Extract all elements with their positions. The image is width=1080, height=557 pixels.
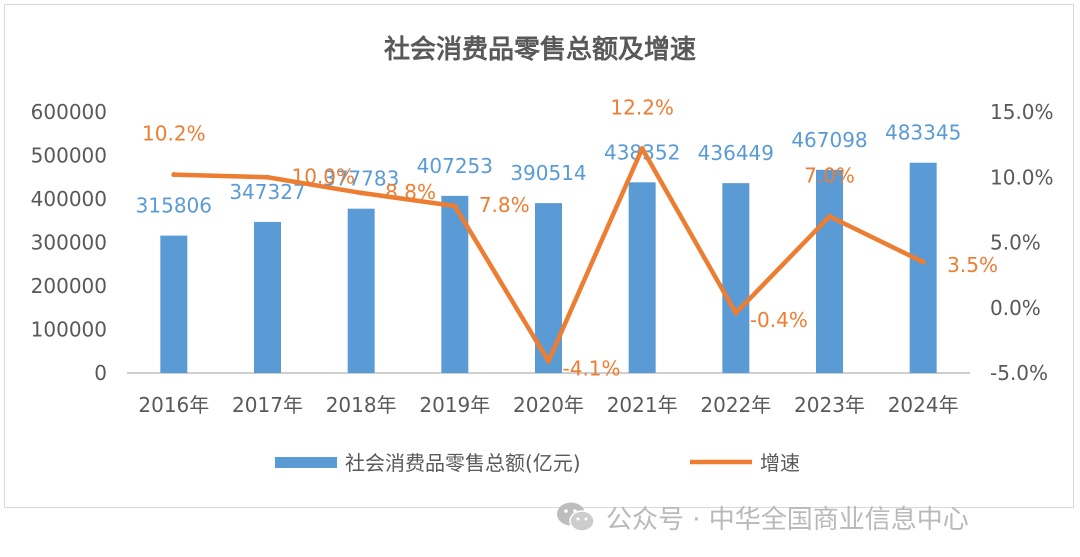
bar <box>722 183 750 373</box>
line-data-label: 7.0% <box>804 163 855 187</box>
line-point <box>920 259 926 265</box>
y-right-tick-label: 5.0% <box>990 231 1041 255</box>
y-left-tick-label: 0 <box>94 361 107 385</box>
line-data-labels: 10.2% 10.0% 8.8% 7.8% -4.1% 12.2% -0.4% 7.0% 3.5… <box>142 96 998 381</box>
line-point <box>265 174 270 180</box>
x-tick-label: 2023年 <box>794 393 865 417</box>
bar <box>628 182 656 373</box>
watermark: 公众号 · 中华全国商业信息中心 <box>556 497 969 537</box>
wechat-icon <box>557 502 595 532</box>
line-data-label: 12.2% <box>610 96 674 120</box>
y-left-tick-label: 400000 <box>31 187 107 211</box>
line-data-label: 10.0% <box>292 164 356 188</box>
y-left-tick-label: 500000 <box>31 144 107 168</box>
bar-series <box>160 162 937 373</box>
line-point <box>827 213 832 219</box>
line-point <box>171 172 177 178</box>
y-right-tick-label: 15.0% <box>990 100 1054 124</box>
bar <box>347 208 375 373</box>
y-right-tick-label: 0.0% <box>990 296 1041 320</box>
bar-data-label: 483345 <box>885 121 961 145</box>
y-left-tick-labels: 0 100000 200000 300000 400000 500000 600000 <box>31 100 107 385</box>
bar <box>160 235 188 373</box>
x-tick-label: 2016年 <box>138 393 209 417</box>
line-point <box>358 190 364 196</box>
line-data-label: 10.2% <box>142 122 206 146</box>
bar <box>441 195 469 373</box>
watermark-text: 公众号 · 中华全国商业信息中心 <box>606 504 969 535</box>
bar-data-label: 347327 <box>229 180 305 204</box>
legend-label-bar: 社会消费品零售总额(亿元) <box>345 451 581 475</box>
line-data-label: -0.4% <box>750 308 808 332</box>
y-left-tick-label: 200000 <box>31 274 107 298</box>
bar <box>254 221 281 373</box>
x-tick-label: 2021年 <box>607 393 678 417</box>
y-left-tick-label: 600000 <box>31 100 107 124</box>
x-tick-label: 2017年 <box>232 393 303 417</box>
bar-data-label: 315806 <box>136 194 212 218</box>
bar-data-label: 436449 <box>698 141 774 165</box>
bar <box>909 162 937 373</box>
legend-label-line: 增速 <box>760 451 800 475</box>
y-right-tick-labels: -5.0% 0.0% 5.0% 10.0% 15.0% <box>990 100 1054 385</box>
line-point <box>733 310 739 316</box>
bar-data-label: 407253 <box>417 154 493 178</box>
line-data-label: 3.5% <box>947 253 998 277</box>
legend-swatch-bar <box>275 457 337 468</box>
x-tick-label: 2022年 <box>700 393 771 417</box>
x-tick-label: 2019年 <box>419 393 490 417</box>
line-data-label: 8.8% <box>385 180 436 204</box>
line-data-label: 7.8% <box>479 193 530 217</box>
x-tick-label: 2024年 <box>888 393 959 417</box>
x-tick-label: 2018年 <box>326 393 397 417</box>
y-left-tick-label: 100000 <box>31 318 107 342</box>
line-data-label: -4.1% <box>563 356 621 380</box>
legend: 社会消费品零售总额(亿元) 增速 <box>275 451 800 475</box>
line-point <box>639 146 645 152</box>
y-right-tick-label: 10.0% <box>990 165 1054 189</box>
bar-data-label: 390514 <box>510 161 586 185</box>
y-left-tick-label: 300000 <box>31 231 107 255</box>
chart-title: 社会消费品零售总额及增速 <box>384 34 696 65</box>
line-point <box>546 358 551 364</box>
line-point <box>452 203 458 209</box>
x-tick-labels: 2016年 2017年 2018年 2019年 2020年 2021年 2022年 2023年… <box>138 393 958 417</box>
line-series <box>171 146 926 364</box>
x-tick-label: 2020年 <box>513 393 584 417</box>
y-right-tick-label: -5.0% <box>990 361 1048 385</box>
bar <box>816 169 843 373</box>
bar-data-label: 467098 <box>791 128 867 152</box>
